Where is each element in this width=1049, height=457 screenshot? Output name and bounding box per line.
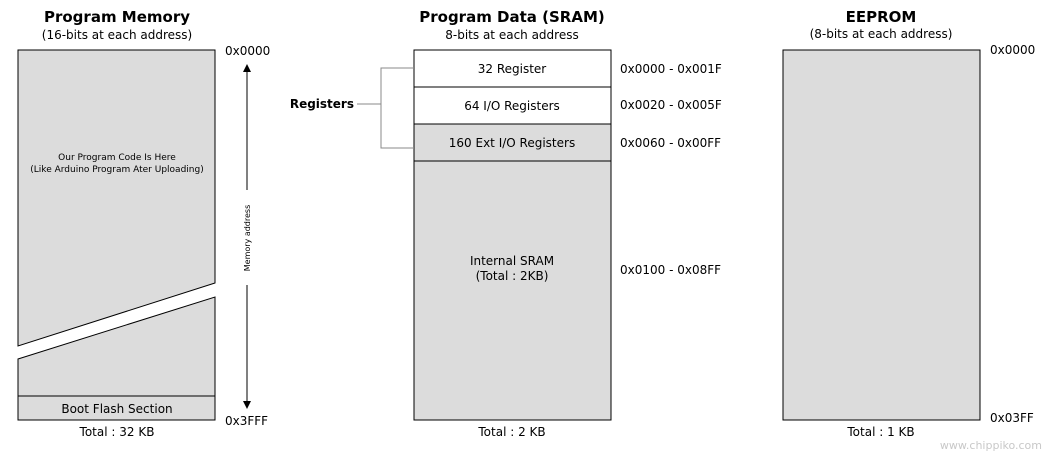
registers-label: Registers	[290, 97, 354, 111]
register-block-label-3: 160 Ext I/O Registers	[449, 136, 575, 150]
registers-bracket	[357, 67, 414, 149]
program-code-block	[17, 49, 216, 347]
eeprom-title: EEPROM	[846, 8, 917, 26]
sram-register-block-1	[413, 49, 612, 88]
program-memory-start-address: 0x0000	[225, 44, 270, 58]
program-code-text-line1: Our Program Code Is Here	[58, 153, 176, 163]
eeprom-total: Total : 1 KB	[846, 425, 914, 439]
program-memory-subtitle: (16-bits at each address)	[42, 28, 192, 42]
internal-sram-label-line1: Internal SRAM	[470, 254, 554, 268]
register-block-label-2: 64 I/O Registers	[464, 99, 560, 113]
memory-address-axis-label: Memory address	[243, 205, 252, 272]
program-memory-total: Total : 32 KB	[79, 425, 155, 439]
program-memory-end-address: 0x3FFF	[225, 414, 268, 428]
program-code-text-line2: (Like Arduino Program Ater Uploading)	[30, 165, 203, 175]
register-block-label-1: 32 Register	[478, 62, 547, 76]
sram-register-block-2	[413, 86, 612, 125]
boot-flash-section-label: Boot Flash Section	[61, 402, 172, 416]
eeprom-block	[782, 49, 981, 421]
sram-title: Program Data (SRAM)	[419, 8, 605, 26]
program-memory-section: Program Memory (16-bits at each address)…	[17, 8, 270, 439]
internal-sram-label-line2: (Total : 2KB)	[476, 269, 549, 283]
register-range-1: 0x0000 - 0x001F	[620, 62, 722, 76]
sram-section: Program Data (SRAM) 8-bits at each addre…	[290, 8, 722, 439]
eeprom-subtitle: (8-bits at each address)	[810, 27, 953, 41]
register-range-3: 0x0060 - 0x00FF	[620, 136, 721, 150]
internal-sram-range: 0x0100 - 0x08FF	[620, 263, 721, 277]
internal-sram-block	[413, 160, 612, 421]
boot-flash-section-block	[17, 395, 216, 421]
watermark: www.chippiko.com	[940, 439, 1042, 452]
program-memory-title: Program Memory	[44, 8, 190, 26]
sram-subtitle: 8-bits at each address	[445, 28, 578, 42]
eeprom-end-address: 0x03FF	[990, 411, 1034, 425]
sram-total: Total : 2 KB	[477, 425, 545, 439]
register-range-2: 0x0020 - 0x005F	[620, 98, 722, 112]
eeprom-start-address: 0x0000	[990, 43, 1035, 57]
eeprom-section: EEPROM (8-bits at each address) 0x0000 0…	[782, 8, 1035, 439]
